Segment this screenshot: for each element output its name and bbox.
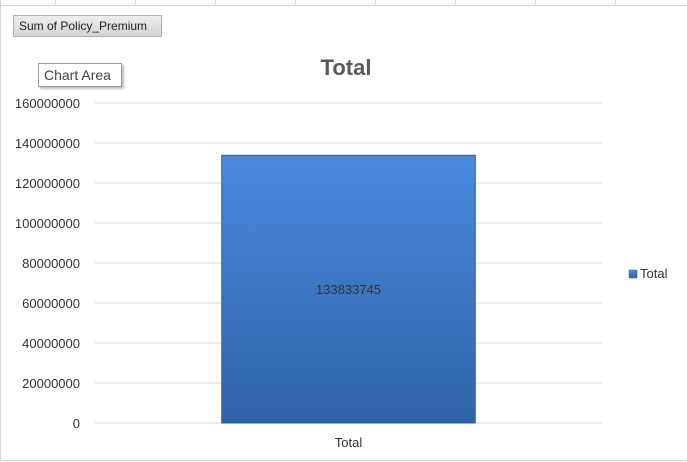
- y-tick-label: 80000000: [22, 256, 80, 271]
- y-tick-label: 160000000: [15, 96, 80, 111]
- y-tick-label: 60000000: [22, 296, 80, 311]
- y-tick-label: 140000000: [15, 136, 80, 151]
- pivot-field-button[interactable]: Sum of Policy_Premium: [13, 15, 162, 37]
- chart-title: Total: [321, 55, 372, 80]
- legend-swatch: [628, 269, 638, 279]
- chart-area-tooltip: Chart Area: [38, 63, 122, 87]
- y-tick-label: 40000000: [22, 336, 80, 351]
- bar-data-label: 133833745: [316, 282, 381, 297]
- legend-label: Total: [640, 266, 668, 281]
- y-tick-label: 20000000: [22, 376, 80, 391]
- bar-total: [221, 154, 476, 424]
- x-tick-label: Total: [335, 435, 363, 450]
- y-tick-label: 0: [73, 416, 80, 431]
- y-tick-label: 100000000: [15, 216, 80, 231]
- y-tick-label: 120000000: [15, 176, 80, 191]
- sheet-column-grid: [0, 0, 687, 6]
